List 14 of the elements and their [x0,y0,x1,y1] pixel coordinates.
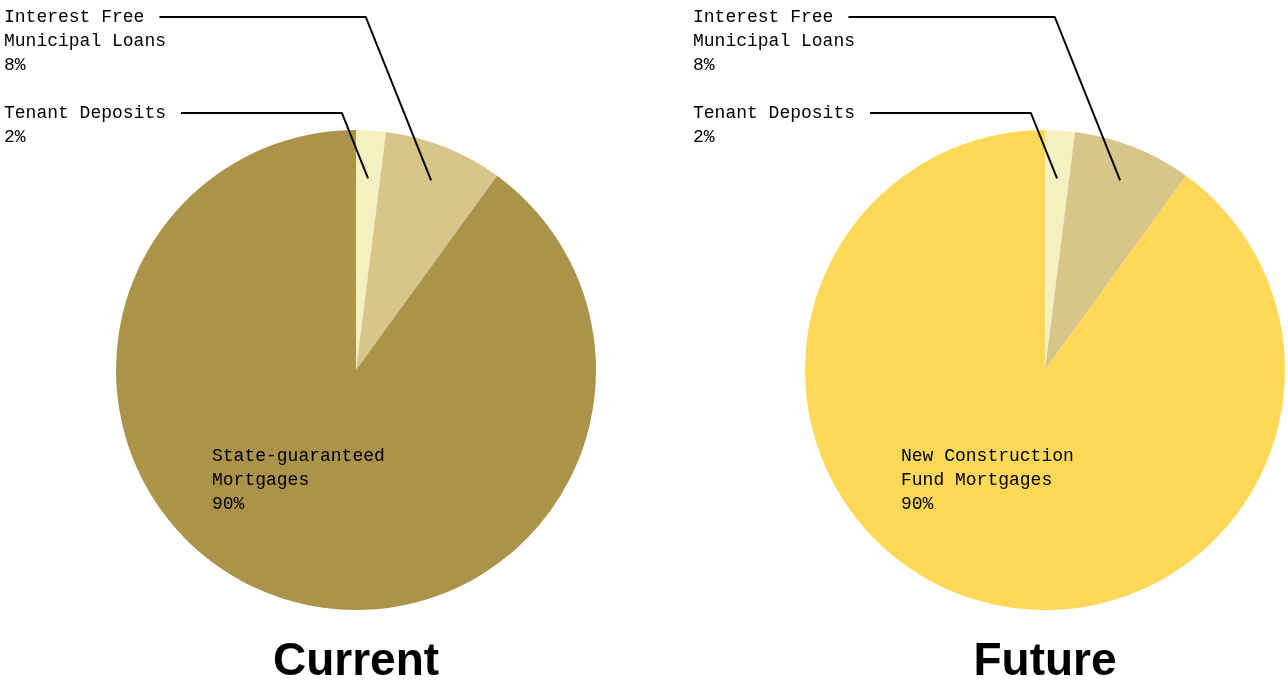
slice-label: Tenant Deposits [4,102,167,123]
text: Future [973,632,1117,685]
text: Current [272,632,440,685]
slice-label: Tenant Deposits [693,102,856,123]
slice-label: Interest Free Municipal Loans [693,6,856,51]
data-label: 90% [901,494,934,515]
slice-label: Interest Free Municipal Loans [4,6,167,51]
slice-label: State-guaranteed Mortgages [212,446,385,491]
data-label: 2% [693,126,715,147]
data-label: 90% [212,494,245,515]
data-label: 2% [4,126,26,147]
slice-label: New Construction Fund Mortgages [901,446,1074,491]
data-label: 8% [4,54,26,75]
data-label: 8% [693,54,715,75]
